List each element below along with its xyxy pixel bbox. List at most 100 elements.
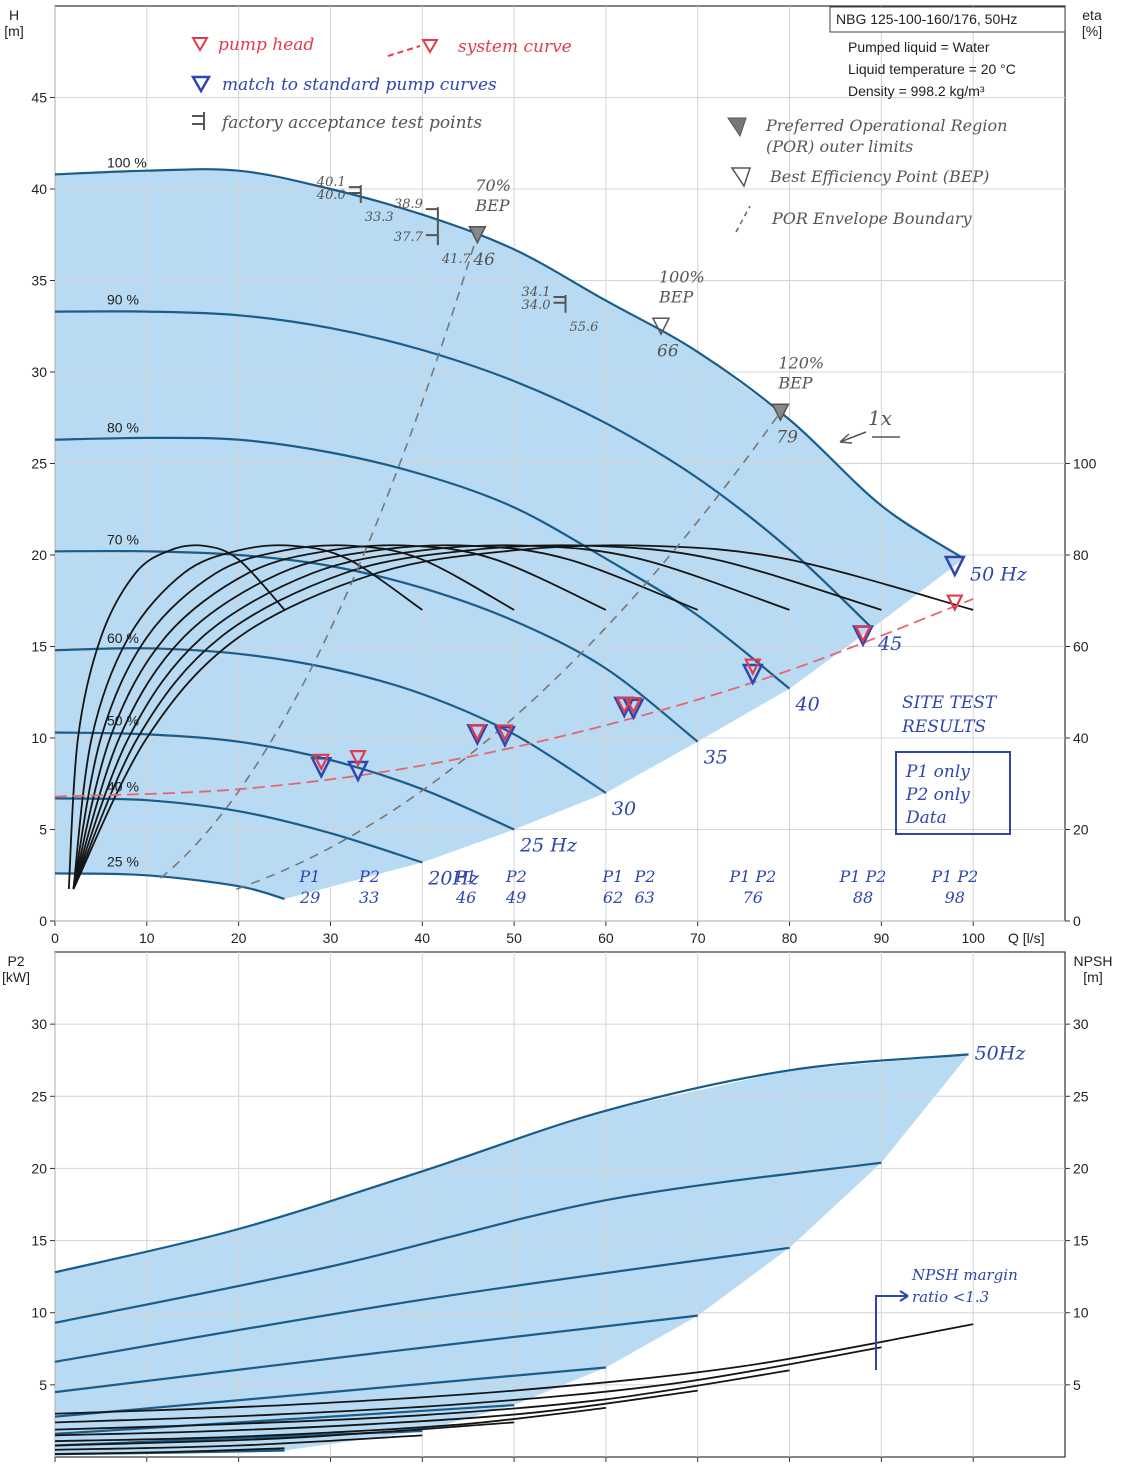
annotation: 1x (868, 406, 892, 430)
frequency-label: 35 (704, 747, 728, 769)
factory-test-point (425, 207, 439, 246)
site-test-name: P2 (505, 867, 527, 886)
pump-head-marker (854, 625, 872, 644)
annotation: Data (905, 808, 947, 828)
speed-label: 25 % (107, 853, 139, 869)
x-tick-label: 60 (598, 930, 614, 946)
secondary-curve (72, 544, 607, 890)
y-axis-unit: [m] (4, 23, 23, 39)
site-test-name: P2 (358, 867, 380, 886)
legend-symbol (730, 167, 752, 188)
grid-layer (50, 5, 1070, 1462)
chart-title: NBG 125-100-160/176, 50Hz (836, 11, 1017, 27)
match-marker (943, 555, 966, 578)
site-test-flow: 49 (505, 888, 526, 907)
secondary-curve (72, 544, 882, 890)
bep-marker (468, 226, 487, 245)
pump-head-marker (624, 696, 643, 715)
y-tick-label: 10 (31, 1305, 47, 1321)
bep-marker (771, 403, 790, 422)
y-axis-title: H (9, 7, 19, 23)
factory-test-label: 38.9 (394, 197, 423, 212)
bep-label: BEP (658, 287, 693, 306)
factory-test-label: 40.1 (316, 175, 346, 190)
speed-label: 100 % (107, 154, 147, 170)
curve (54, 872, 285, 901)
annotation-arrow (875, 1290, 909, 1370)
legend-label: factory acceptance test points (220, 113, 482, 133)
y-tick-label: 5 (39, 822, 47, 838)
frequency-label: 30 (612, 798, 636, 820)
por-boundary (236, 411, 782, 890)
frequency-label: 50 Hz (970, 564, 1028, 586)
por-boundary (160, 234, 479, 879)
annotation: P1 only (905, 762, 970, 782)
y-tick-label: 10 (31, 730, 47, 746)
bep-marker (651, 317, 671, 336)
secondary-curve (72, 544, 790, 890)
legend-label: Best Efficiency Point (BEP) (769, 167, 989, 186)
bep-flow-label: 66 (657, 341, 679, 361)
y-tick-label: 25 (31, 456, 47, 472)
site-test-name: P1 (298, 867, 320, 886)
site-test-flow: 98 (945, 888, 965, 907)
y-tick-label: 35 (31, 273, 47, 289)
x-tick-label: 30 (323, 930, 339, 946)
secondary-curve (54, 1434, 423, 1451)
site-test-flow: 33 (359, 888, 379, 907)
site-test-name: P1 (454, 867, 476, 886)
annotation: ratio <1.3 (912, 1288, 989, 1306)
site-test-name: P2 (633, 867, 655, 886)
operating-area (55, 170, 964, 900)
secondary-curve (67, 544, 286, 890)
x-tick-label: 10 (139, 930, 155, 946)
bep-label: 120% (778, 353, 824, 372)
bep-flow-label: 79 (776, 427, 798, 447)
y2-tick-label: 10 (1073, 1305, 1089, 1321)
secondary-curve (54, 1346, 882, 1424)
secondary-curve (54, 1447, 285, 1455)
legend-symbol (190, 75, 212, 94)
secondary-curve (54, 1369, 790, 1431)
pump-head-marker (615, 696, 634, 715)
annotation: SITE TEST (902, 693, 998, 713)
annotation-arrow (839, 431, 900, 444)
title-box (829, 6, 1066, 33)
y-tick-label: 20 (31, 547, 47, 563)
secondary-curve (54, 1389, 698, 1437)
x-tick-label: 100 (962, 930, 986, 946)
frequency-label: 50Hz (975, 1042, 1027, 1064)
speed-label: 40 % (107, 778, 139, 794)
curve (54, 1161, 882, 1324)
curve (54, 731, 515, 831)
site-test-name: P1 P2 (930, 867, 978, 886)
legend-symbol (191, 37, 209, 52)
legend-label: Preferred Operational Region (765, 116, 1007, 135)
match-marker (741, 663, 764, 686)
site-test-flow: 62 (603, 888, 623, 907)
info-line: Pumped liquid = Water (848, 39, 990, 55)
factory-test-label: 41.7 (441, 252, 472, 267)
annotation: NPSH margin (911, 1266, 1018, 1284)
site-test-flow: 76 (743, 888, 763, 907)
y2-tick-label: 40 (1073, 730, 1089, 746)
match-marker (310, 757, 333, 780)
curve (54, 647, 607, 794)
operating-area (55, 1054, 969, 1455)
legend-symbol (421, 39, 439, 54)
secondary-curve (72, 544, 515, 890)
y-axis-title: P2 (7, 953, 24, 969)
y2-tick-label: 20 (1073, 822, 1089, 838)
speed-label: 60 % (107, 630, 139, 646)
y2-tick-label: 60 (1073, 639, 1089, 655)
system-curve (54, 598, 974, 798)
bep-label: 100% (659, 267, 705, 286)
y2-tick-label: 25 (1073, 1088, 1089, 1104)
x-tick-label: 0 (51, 930, 59, 946)
y-tick-label: 40 (31, 181, 47, 197)
frequency-label: 45 (877, 633, 902, 655)
bep-label: BEP (474, 196, 509, 215)
y2-axis-title: NPSH (1074, 953, 1113, 969)
curve (54, 797, 423, 864)
